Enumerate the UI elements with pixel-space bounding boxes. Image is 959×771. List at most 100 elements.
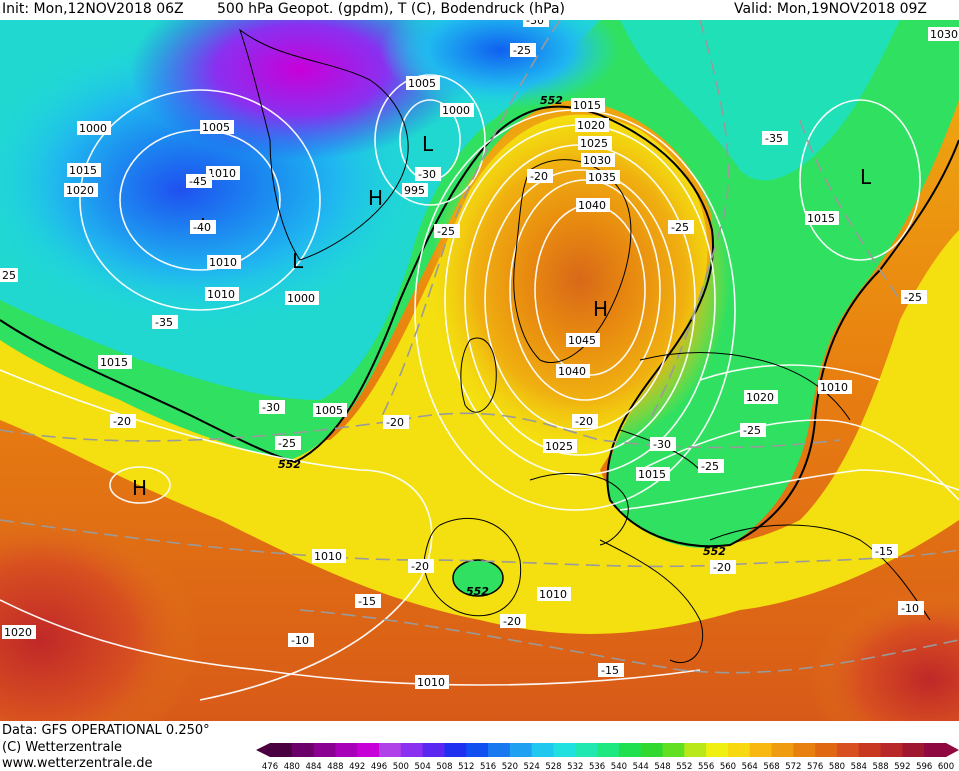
colorbar-tick-label: 544: [633, 762, 649, 770]
colorbar-tick-label: 560: [720, 762, 736, 770]
colorbar-swatch: [313, 743, 336, 757]
temp-label-n30-a: -30: [415, 167, 441, 181]
svg-text:25: 25: [2, 269, 16, 282]
colorbar-swatch: [771, 743, 794, 757]
svg-text:-30: -30: [262, 401, 280, 414]
temp-label-n20-g: -20: [710, 560, 736, 574]
colorbar-tick-label: 480: [284, 762, 300, 770]
low-center-russia: L: [860, 165, 872, 189]
svg-text:1035: 1035: [588, 171, 616, 184]
svg-text:-20: -20: [386, 416, 404, 429]
svg-text:-30: -30: [653, 438, 671, 451]
label-1000-b: 1000: [285, 291, 319, 305]
svg-text:-35: -35: [155, 316, 173, 329]
label-1015-a: 1015: [67, 163, 101, 177]
svg-text:-20: -20: [113, 415, 131, 428]
colorbar-tick-label: 568: [763, 762, 779, 770]
temp-label-n25-f: -25: [698, 459, 724, 473]
temp-label-n30-top: -30: [523, 20, 549, 27]
svg-text:-25: -25: [671, 221, 689, 234]
label-1020-b: 1020: [575, 118, 609, 132]
svg-text:1030: 1030: [930, 28, 958, 41]
weather-map: H H H L L L L 1000 1005 1015 1020 1010 1…: [0, 20, 959, 721]
colorbar-swatch: [597, 743, 620, 757]
colorbar-tick-label: 572: [785, 762, 801, 770]
svg-text:1040: 1040: [578, 199, 606, 212]
svg-text:-40: -40: [193, 221, 211, 234]
temp-label-n15-c: -15: [598, 663, 624, 677]
temp-label-n20-e: -20: [408, 559, 434, 573]
label-1015-d: 1015: [805, 211, 839, 225]
label-1010-c: 1010: [205, 287, 239, 301]
colorbar-arrow-high: [946, 743, 959, 757]
label-1010-d: 1010: [818, 380, 852, 394]
colorbar-swatch: [618, 743, 642, 757]
website-link[interactable]: www.wetterzentrale.de: [2, 756, 153, 771]
colorbar-swatch: [400, 743, 424, 757]
data-source: Data: GFS OPERATIONAL 0.250°: [2, 723, 210, 738]
temperature-labels: -30 -25 -45 -40 -35 -30 -25 -20 -25 -25 …: [110, 20, 927, 677]
geopot-552-north: 552: [540, 94, 563, 107]
svg-text:-25: -25: [513, 44, 531, 57]
label-1015-c: 1015: [98, 355, 132, 369]
colorbar-swatch: [270, 743, 293, 757]
svg-text:1000: 1000: [442, 104, 470, 117]
colorbar-tick-label: 540: [611, 762, 627, 770]
colorbar-tick-label: 532: [567, 762, 583, 770]
temp-label-n20-d: -20: [572, 414, 598, 428]
colorbar-tick-label: 596: [916, 762, 932, 770]
colorbar-tick-label: 516: [480, 762, 496, 770]
colorbar-tick-label: 580: [829, 762, 845, 770]
colorbar-tick-label: 548: [654, 762, 670, 770]
colorbar-swatch: [335, 743, 358, 757]
temp-label-n35-a: -35: [152, 315, 178, 329]
copyright: (C) Wetterzentrale: [2, 740, 123, 755]
svg-text:-35: -35: [765, 132, 783, 145]
label-1030-a: 1030: [581, 153, 615, 167]
colorbar-tick-label: 576: [807, 762, 823, 770]
label-1020-a: 1020: [64, 183, 98, 197]
svg-text:-20: -20: [713, 561, 731, 574]
svg-text:1030: 1030: [583, 154, 611, 167]
colorbar-swatch: [793, 743, 816, 757]
chart-header: Init: Mon,12NOV2018 06Z 500 hPa Geopot. …: [0, 0, 959, 20]
ridge-core: [430, 110, 730, 450]
label-1010-b: 1010: [207, 255, 241, 269]
temp-label-n25-b: -25: [434, 224, 460, 238]
label-1010-e: 1010: [312, 549, 346, 563]
svg-text:1000: 1000: [287, 292, 315, 305]
temp-label-n20-f: -20: [500, 614, 526, 628]
svg-text:1005: 1005: [315, 404, 343, 417]
colorbar-swatch: [575, 743, 598, 757]
svg-text:1020: 1020: [746, 391, 774, 404]
temp-label-n45: -45: [186, 174, 212, 188]
colorbar-tick-label: 500: [393, 762, 409, 770]
svg-text:-45: -45: [189, 175, 207, 188]
svg-text:-20: -20: [503, 615, 521, 628]
colorbar-swatch: [662, 743, 685, 757]
temp-label-n25-g: -25: [901, 290, 927, 304]
colorbar-tick-label: 584: [851, 762, 867, 770]
label-1010-a: 1010: [206, 166, 240, 180]
label-1020-d: 1020: [2, 625, 36, 639]
colorbar-swatch: [466, 743, 489, 757]
svg-text:-15: -15: [875, 545, 893, 558]
colorbar-swatch: [531, 743, 554, 757]
temp-label-n10-b: -10: [898, 601, 924, 615]
temp-label-n25-c: -25: [668, 220, 694, 234]
colorbar-tick-label: 536: [589, 762, 605, 770]
svg-text:1010: 1010: [314, 550, 342, 563]
low-center-greenland-south: L: [292, 249, 304, 273]
init-time: Init: Mon,12NOV2018 06Z: [2, 1, 184, 17]
temp-label-n30-b: -30: [259, 400, 285, 414]
temp-label-n20-c: -20: [383, 415, 409, 429]
svg-text:1005: 1005: [408, 77, 436, 90]
colorbar-tick-label: 528: [545, 762, 561, 770]
colorbar-swatch: [684, 743, 707, 757]
temp-label-n25-a: -25: [510, 43, 536, 57]
svg-text:1020: 1020: [577, 119, 605, 132]
colorbar-tick-label: 496: [371, 762, 387, 770]
label-1010-f: 1010: [537, 587, 571, 601]
svg-text:1015: 1015: [573, 99, 601, 112]
colorbar-tick-label: 488: [327, 762, 343, 770]
